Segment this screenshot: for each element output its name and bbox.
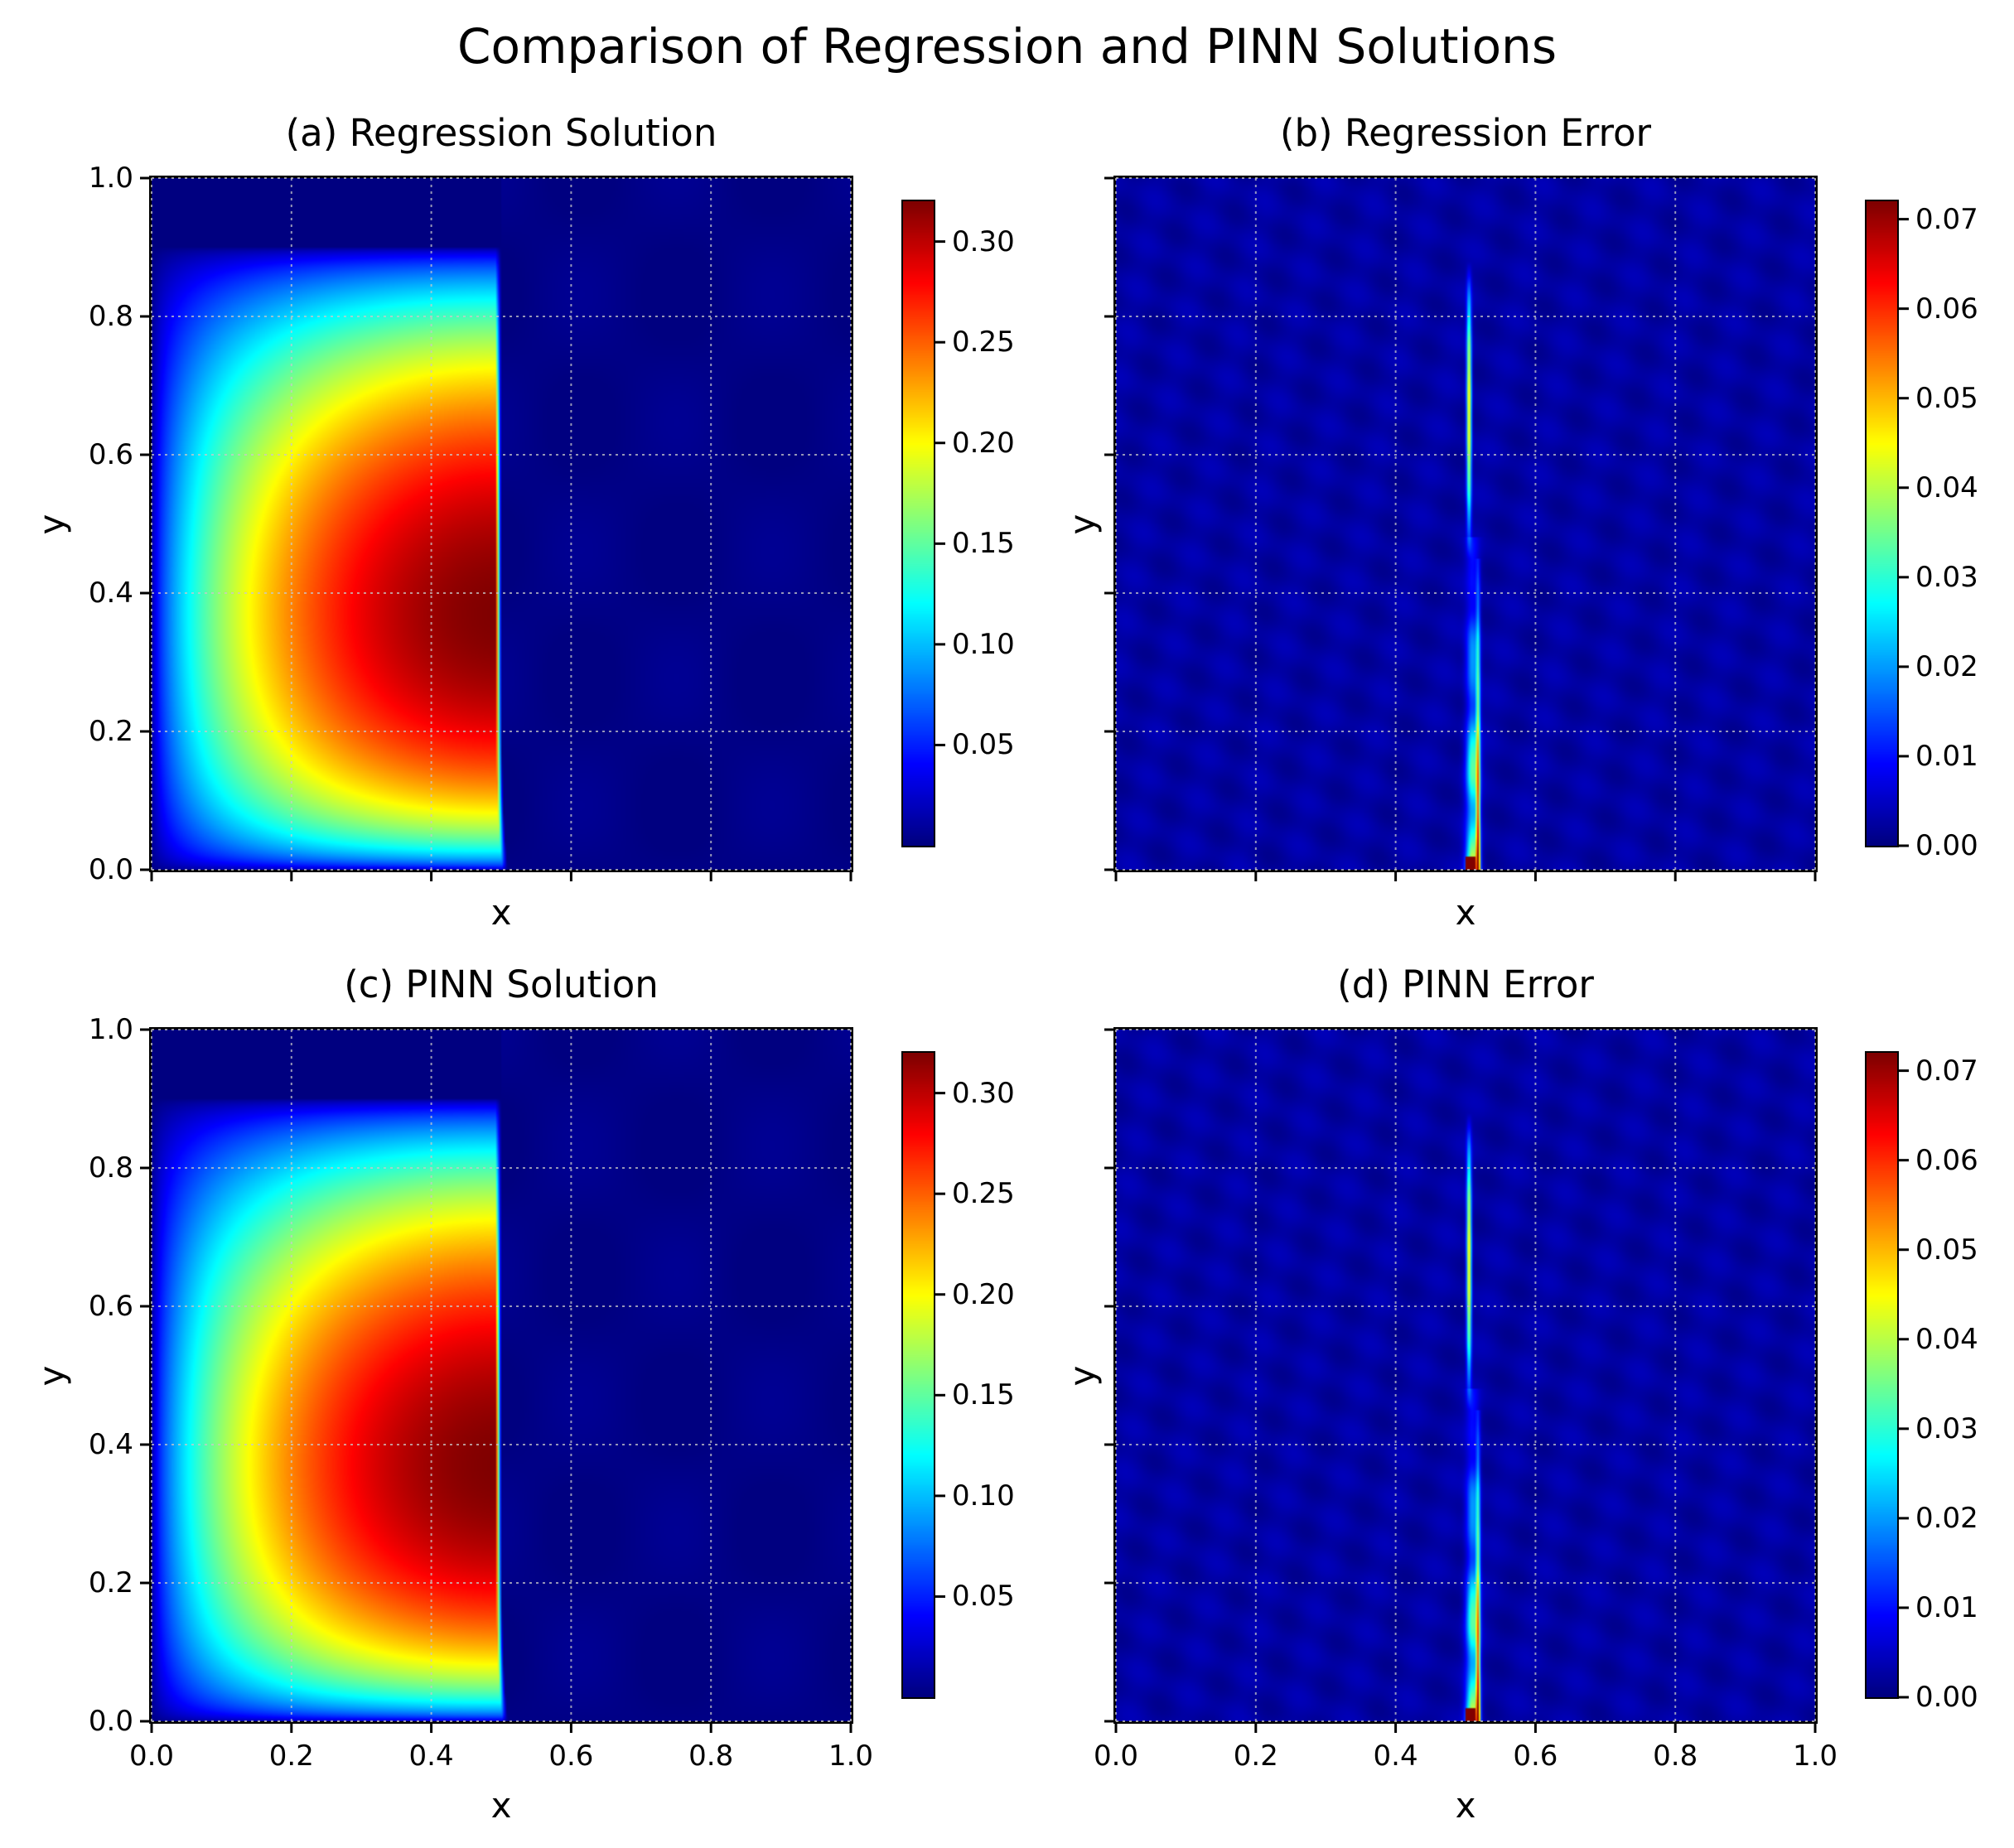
- y-tick-label: 0.2: [88, 1566, 133, 1600]
- y-tick-label: 0.0: [88, 1705, 133, 1738]
- x-tick-label: 1.0: [1792, 1739, 1838, 1773]
- colorbar-tick-label: 0.00: [1915, 829, 1978, 862]
- colorbar-tick-label: 0.02: [1915, 1501, 1978, 1535]
- panel-title: (a) Regression Solution: [285, 111, 717, 155]
- heatmap-image: [1113, 1027, 1818, 1724]
- heatmap-image: [1113, 176, 1818, 872]
- colorbar-tick-label: 0.07: [1915, 202, 1978, 236]
- x-tick-label: 0.4: [408, 1739, 454, 1773]
- x-tick-label: 0.6: [1513, 1739, 1558, 1773]
- colorbar-tick-label: 0.04: [1915, 1322, 1978, 1356]
- figure-title: Comparison of Regression and PINN Soluti…: [456, 18, 1558, 75]
- x-tick-label: 0.0: [1093, 1739, 1139, 1773]
- y-tick-label: 0.0: [88, 853, 133, 886]
- colorbar-tick-label: 0.25: [952, 1177, 1015, 1211]
- x-axis-label: x: [1455, 1785, 1476, 1826]
- x-axis-label: x: [490, 1785, 512, 1826]
- colorbar-tick-label: 0.03: [1915, 1411, 1978, 1445]
- heatmap-image: [149, 176, 853, 872]
- colorbar: [1865, 1051, 1899, 1699]
- x-tick-label: 0.2: [1233, 1739, 1278, 1773]
- colorbar-tick-label: 0.06: [1915, 292, 1978, 326]
- x-axis-label: x: [1455, 892, 1476, 933]
- colorbar-tick-label: 0.05: [1915, 381, 1978, 415]
- colorbar-tick-label: 0.05: [952, 728, 1015, 762]
- colorbar-tick-label: 0.02: [1915, 649, 1978, 683]
- colorbar-tick-label: 0.07: [1915, 1054, 1978, 1088]
- y-tick-label: 1.0: [88, 162, 133, 195]
- colorbar-tick-label: 0.00: [1915, 1681, 1978, 1714]
- colorbar-tick-label: 0.20: [952, 1277, 1015, 1311]
- y-tick-label: 0.4: [88, 577, 133, 610]
- x-tick-label: 1.0: [828, 1739, 874, 1773]
- y-tick-label: 1.0: [88, 1013, 133, 1046]
- colorbar-tick-label: 0.05: [1915, 1233, 1978, 1267]
- y-tick-label: 0.8: [88, 300, 133, 333]
- colorbar-tick-label: 0.25: [952, 326, 1015, 359]
- colorbar-tick-label: 0.30: [952, 1076, 1015, 1110]
- panel-title: (c) PINN Solution: [344, 963, 659, 1006]
- y-tick-label: 0.2: [88, 715, 133, 748]
- colorbar-tick-label: 0.15: [952, 1378, 1015, 1412]
- colorbar: [901, 200, 935, 847]
- y-tick-label: 0.6: [88, 438, 133, 471]
- colorbar-tick-label: 0.01: [1915, 739, 1978, 773]
- x-tick-label: 0.8: [1653, 1739, 1698, 1773]
- colorbar: [1865, 200, 1899, 847]
- x-tick-label: 0.4: [1373, 1739, 1418, 1773]
- x-tick-label: 0.0: [128, 1739, 175, 1773]
- colorbar-tick-label: 0.10: [952, 1479, 1015, 1513]
- colorbar-tick-label: 0.30: [952, 224, 1015, 258]
- colorbar-tick-label: 0.10: [952, 627, 1015, 661]
- x-tick-label: 0.8: [688, 1739, 734, 1773]
- colorbar-tick-label: 0.01: [1915, 1590, 1978, 1624]
- colorbar-tick-label: 0.04: [1915, 470, 1978, 504]
- y-tick-label: 0.4: [88, 1428, 133, 1461]
- panel-title: (d) PINN Error: [1337, 963, 1594, 1006]
- x-tick-label: 0.6: [548, 1739, 594, 1773]
- y-tick-label: 0.8: [88, 1151, 133, 1185]
- colorbar-tick-label: 0.15: [952, 527, 1015, 561]
- y-tick-label: 0.6: [88, 1290, 133, 1323]
- x-axis-label: x: [490, 892, 512, 933]
- heatmap-image: [149, 1027, 853, 1724]
- panel-title: (b) Regression Error: [1279, 111, 1652, 155]
- colorbar-tick-label: 0.06: [1915, 1143, 1978, 1177]
- x-tick-label: 0.2: [268, 1739, 314, 1773]
- colorbar-tick-label: 0.05: [952, 1580, 1015, 1614]
- colorbar: [901, 1051, 935, 1699]
- colorbar-tick-label: 0.20: [952, 426, 1015, 460]
- colorbar-tick-label: 0.03: [1915, 560, 1978, 594]
